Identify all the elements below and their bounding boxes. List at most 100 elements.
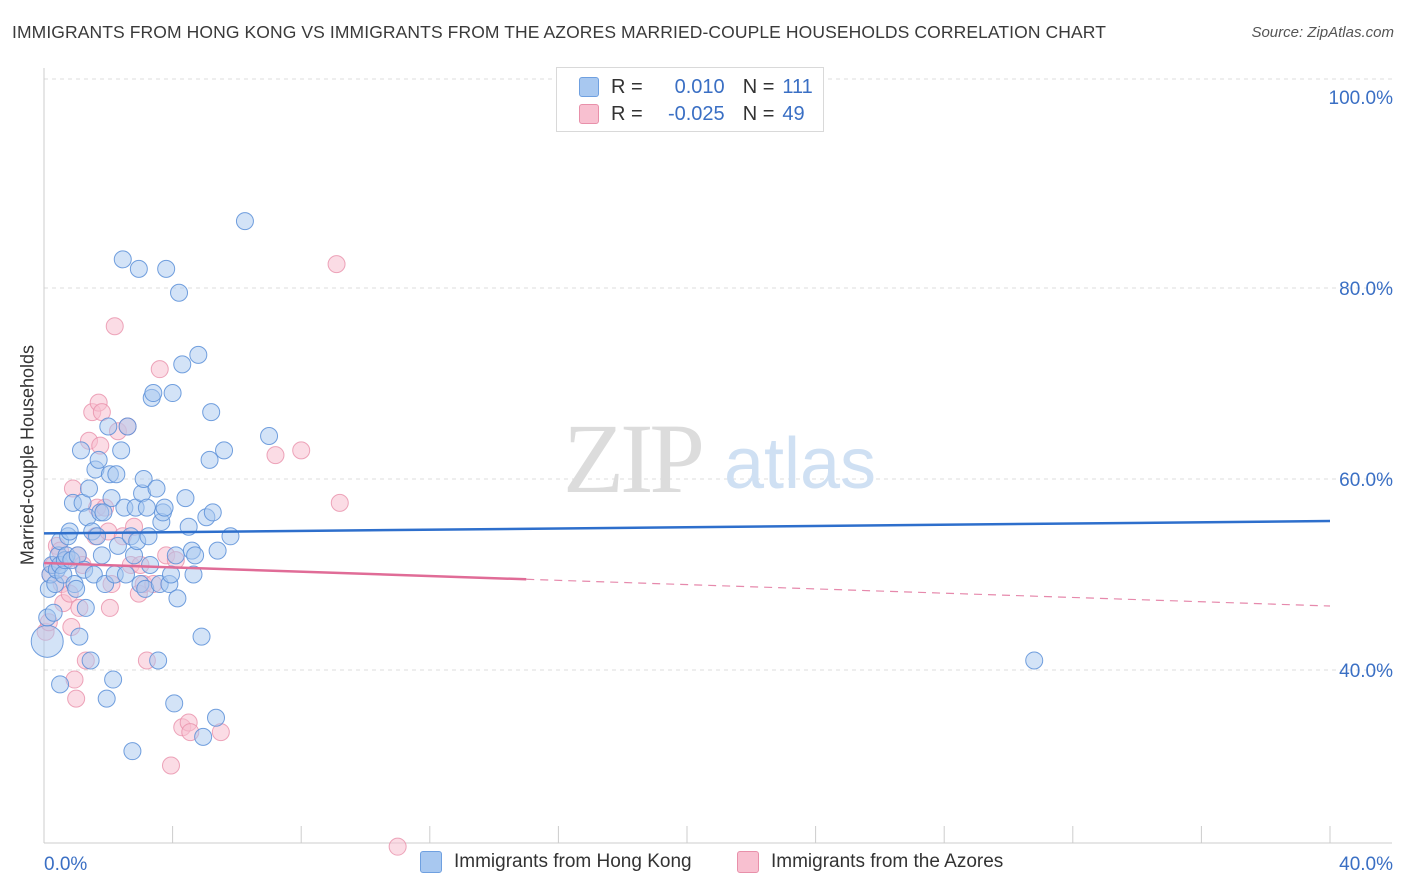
watermark: ZIP atlas (563, 403, 876, 514)
y-tick-label: 60.0% (1339, 470, 1393, 491)
series-hongkong-points (30, 212, 1044, 761)
y-axis-label: Married-couple Households (17, 344, 38, 566)
hongkong-point (200, 450, 219, 469)
azores-point (388, 837, 407, 856)
legend-r-label: R = (611, 75, 643, 98)
hongkong-point (51, 675, 70, 694)
bottom-legend-swatch-azores (737, 851, 759, 873)
hongkong-point (134, 470, 153, 488)
legend-row-azores: R = -0.025 N = 49 (579, 101, 805, 127)
x-tick-label-min: 0.0% (44, 854, 87, 875)
hongkong-point (186, 546, 205, 565)
hongkong-point (144, 384, 163, 403)
hongkong-point (235, 212, 254, 231)
hongkong-point (97, 689, 116, 708)
hongkong-point (137, 498, 156, 517)
hongkong-point (99, 417, 118, 436)
azores-point (330, 493, 349, 512)
hongkong-point (107, 465, 126, 484)
azores-point (150, 360, 169, 379)
y-tick-labels: 40.0% 60.0% 80.0% 100.0% (1329, 88, 1394, 682)
y-tick-label: 80.0% (1339, 279, 1393, 300)
legend-n-value: 111 (782, 75, 813, 98)
hongkong-point (102, 489, 121, 508)
legend-r-value: 0.010 (674, 75, 725, 98)
legend-swatch-azores (579, 104, 599, 124)
legend-row-hongkong: R = 0.010 N = 111 (579, 74, 813, 100)
hongkong-point (163, 384, 182, 403)
source-label: Source: ZipAtlas.com (1251, 24, 1394, 41)
hongkong-point (60, 522, 79, 541)
azores-point (161, 756, 180, 775)
hongkong-point (149, 651, 168, 670)
hongkong-point (129, 259, 148, 278)
azores-point (105, 317, 124, 336)
hongkong-point (113, 250, 132, 269)
hongkong-point (108, 536, 127, 555)
trend-line-hongkong (43, 519, 1331, 535)
hongkong-point (71, 441, 90, 460)
legend-r-label: R = (611, 102, 643, 125)
hongkong-point (67, 579, 86, 598)
hongkong-point (112, 441, 131, 460)
hongkong-point (208, 541, 227, 560)
hongkong-point (1025, 651, 1044, 670)
hongkong-point (166, 546, 185, 565)
hongkong-point (80, 479, 99, 498)
hongkong-point (139, 527, 158, 546)
legend-n-label: N = (742, 75, 775, 98)
bottom-legend-azores[interactable]: Immigrants from the Azores (737, 851, 1003, 873)
hongkong-point (203, 503, 222, 522)
azores-point (327, 255, 346, 274)
watermark-atlas: atlas (724, 424, 876, 504)
hongkong-point (76, 598, 95, 617)
trend-line-azores (43, 561, 527, 581)
y-tick-label: 100.0% (1329, 88, 1394, 109)
hongkong-point (176, 489, 195, 508)
hongkong-point (116, 565, 135, 584)
correlation-legend: R = 0.010 N = 111 R = -0.025 N = 49 (556, 67, 824, 132)
y-tick-label: 40.0% (1339, 661, 1393, 682)
hongkong-point (92, 546, 111, 565)
trend-lines (43, 519, 1331, 607)
hongkong-point (184, 565, 203, 584)
grid-lines (44, 78, 1392, 671)
watermark-zip: ZIP (563, 403, 701, 514)
chart-title: IMMIGRANTS FROM HONG KONG VS IMMIGRANTS … (12, 22, 1107, 42)
hongkong-point (118, 417, 137, 436)
hongkong-point (44, 603, 63, 622)
azores-point (100, 598, 119, 617)
hongkong-point (89, 450, 108, 469)
hongkong-point (30, 624, 64, 658)
bottom-legend-hongkong[interactable]: Immigrants from Hong Kong (420, 851, 692, 873)
hongkong-point (81, 651, 100, 670)
hongkong-point (70, 627, 89, 646)
trend-line-azores-extended (526, 578, 1331, 607)
azores-point (67, 689, 86, 708)
legend-n-label: N = (742, 102, 775, 125)
hongkong-point (260, 427, 279, 446)
hongkong-point (170, 283, 189, 302)
axes (43, 68, 1392, 844)
legend-n-value: 49 (782, 102, 805, 125)
hongkong-point (194, 727, 213, 746)
hongkong-point (202, 403, 221, 422)
hongkong-point (141, 555, 160, 574)
legend-r-value: -0.025 (667, 102, 725, 125)
hongkong-point (189, 345, 208, 364)
hongkong-point (123, 742, 142, 761)
hongkong-point (157, 259, 176, 278)
legend-swatch-hongkong (579, 77, 599, 97)
hongkong-point (215, 441, 234, 460)
x-tick-label-max: 40.0% (1339, 854, 1393, 875)
hongkong-point (147, 479, 166, 498)
bottom-legend-swatch-hongkong (420, 851, 442, 873)
hongkong-point (155, 498, 174, 517)
hongkong-point (94, 503, 113, 522)
bottom-legend-label-azores: Immigrants from the Azores (771, 851, 1004, 872)
azores-point (266, 446, 285, 465)
hongkong-point (207, 708, 226, 727)
hongkong-point (104, 670, 123, 689)
azores-point (292, 441, 311, 460)
